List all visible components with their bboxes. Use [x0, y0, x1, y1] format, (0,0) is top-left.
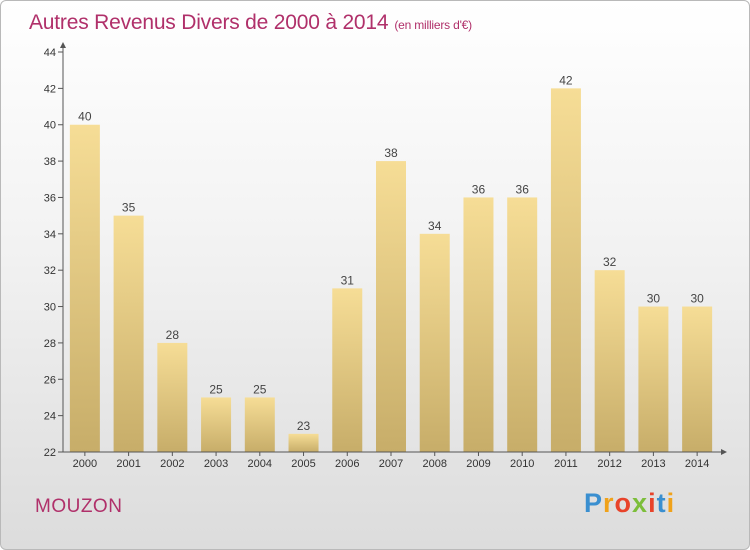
y-tick-label: 30 [44, 302, 56, 314]
bar-2008 [419, 233, 450, 452]
y-tick-label: 28 [44, 338, 56, 350]
bar-2007 [376, 161, 406, 452]
chart-title-text: Autres Revenus Divers de 2000 à 2014 [29, 11, 389, 34]
bar-2003 [201, 397, 232, 452]
bar-value-label: 23 [297, 419, 311, 433]
bar-2011 [550, 88, 581, 452]
bar-value-label: 38 [384, 146, 398, 160]
bar-value-label: 25 [253, 382, 267, 396]
x-tick-label: 2014 [685, 458, 709, 470]
x-tick-label: 2012 [597, 458, 621, 470]
x-tick-label: 2002 [160, 458, 184, 470]
chart-subtitle: (en milliers d'€) [394, 18, 472, 32]
bar-value-label: 40 [78, 110, 92, 124]
bar-2001 [113, 215, 144, 452]
bar-2010 [507, 197, 538, 452]
y-tick-label: 40 [44, 120, 56, 132]
y-tick-label: 36 [44, 192, 56, 204]
bar-value-label: 28 [166, 328, 180, 342]
proxiti-logo: Proxiti [584, 488, 676, 518]
x-tick-label: 2006 [335, 458, 359, 470]
y-tick-label: 22 [44, 447, 56, 459]
x-tick-label: 2001 [116, 458, 140, 470]
bar-value-label: 30 [647, 292, 661, 306]
bar-2005 [288, 433, 319, 452]
bar-value-label: 36 [516, 182, 530, 196]
x-tick-label: 2004 [248, 458, 272, 470]
bar-value-label: 36 [472, 182, 486, 196]
y-tick-label: 32 [44, 265, 56, 277]
bar-value-label: 32 [603, 255, 617, 269]
bar-value-label: 34 [428, 219, 442, 233]
bar-value-label: 31 [341, 273, 355, 287]
y-tick-label: 26 [44, 374, 56, 386]
bar-value-label: 42 [559, 73, 573, 87]
y-tick-label: 38 [44, 156, 56, 168]
y-tick-label: 34 [44, 229, 56, 241]
x-tick-label: 2011 [554, 458, 578, 470]
y-tick-label: 44 [44, 47, 56, 59]
x-tick-label: 2007 [379, 458, 403, 470]
bar-2014 [682, 306, 713, 452]
x-tick-label: 2009 [466, 458, 490, 470]
bar-2002 [157, 342, 188, 452]
y-tick-label: 24 [44, 411, 56, 423]
bar-value-label: 25 [209, 382, 223, 396]
x-tick-label: 2010 [510, 458, 534, 470]
bar-value-label: 30 [690, 292, 704, 306]
x-tick-label: 2003 [204, 458, 228, 470]
bar-2004 [244, 397, 275, 452]
bar-2006 [332, 288, 363, 452]
bar-2013 [638, 306, 669, 452]
bar-2012 [594, 270, 625, 452]
commune-name: MOUZON [35, 496, 123, 517]
x-tick-label: 2005 [291, 458, 315, 470]
y-tick-label: 42 [44, 83, 56, 95]
bar-value-label: 35 [122, 201, 136, 215]
bar-2009 [463, 197, 494, 452]
x-tick-label: 2008 [422, 458, 446, 470]
chart-title: Autres Revenus Divers de 2000 à 2014 (en … [29, 11, 472, 35]
bar-2000 [69, 124, 100, 453]
x-tick-label: 2000 [73, 458, 97, 470]
x-axis-arrow [721, 449, 727, 455]
x-tick-label: 2013 [641, 458, 665, 470]
y-axis-arrow [60, 42, 66, 48]
